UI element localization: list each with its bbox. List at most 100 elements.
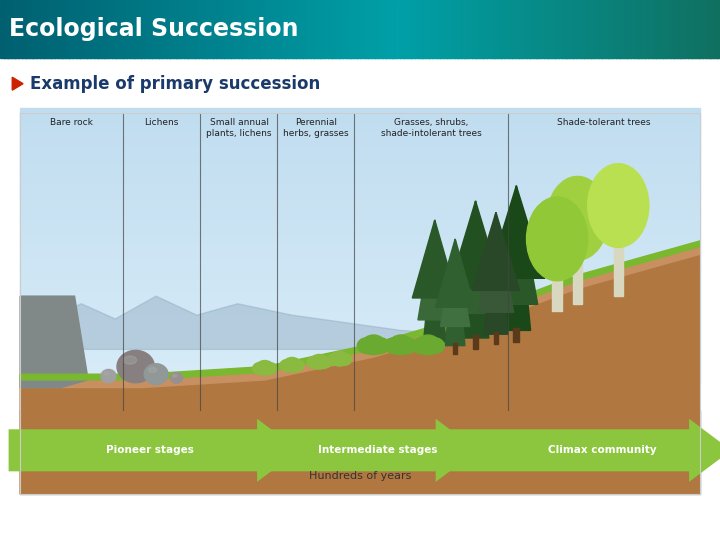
Bar <box>20 125 700 131</box>
Bar <box>20 235 700 240</box>
Bar <box>20 338 700 343</box>
Text: Bare rock: Bare rock <box>50 118 94 127</box>
Circle shape <box>384 338 406 354</box>
Bar <box>677 0 682 58</box>
Bar <box>20 331 700 336</box>
Bar <box>281 0 286 58</box>
Bar <box>425 0 430 58</box>
Text: Lichens: Lichens <box>144 118 179 127</box>
Bar <box>655 0 660 58</box>
Bar <box>572 235 582 303</box>
Bar <box>407 0 412 58</box>
Bar <box>20 136 700 141</box>
Bar <box>637 0 642 58</box>
Polygon shape <box>495 186 538 305</box>
Bar <box>112 0 117 58</box>
Bar <box>241 0 246 58</box>
Bar <box>180 0 185 58</box>
Bar <box>101 0 106 58</box>
Bar <box>20 180 700 185</box>
Text: Small annual
plants, lichens: Small annual plants, lichens <box>206 118 271 138</box>
Bar <box>605 0 610 58</box>
Bar <box>20 341 700 346</box>
Bar <box>20 221 700 226</box>
Bar <box>349 0 354 58</box>
Bar <box>20 352 700 356</box>
Bar <box>20 297 700 302</box>
Bar <box>194 0 199 58</box>
Bar <box>212 0 217 58</box>
Bar <box>20 177 700 182</box>
Bar <box>335 0 340 58</box>
Bar <box>508 0 513 58</box>
Text: Ecological Succession: Ecological Succession <box>9 17 298 41</box>
Bar <box>20 146 700 151</box>
Polygon shape <box>449 201 502 289</box>
Bar <box>526 0 531 58</box>
Bar <box>338 0 343 58</box>
Bar <box>418 0 423 58</box>
Bar <box>20 359 700 363</box>
Bar <box>292 0 297 58</box>
Ellipse shape <box>144 364 168 384</box>
Bar <box>155 0 160 58</box>
Bar <box>497 0 502 58</box>
Bar <box>716 0 720 58</box>
Ellipse shape <box>588 164 649 247</box>
Bar <box>20 290 700 295</box>
Ellipse shape <box>173 375 177 377</box>
Bar <box>473 335 478 349</box>
Bar <box>20 310 700 315</box>
Bar <box>353 0 358 58</box>
Bar <box>252 0 257 58</box>
Bar <box>20 122 700 127</box>
Circle shape <box>311 357 328 369</box>
Circle shape <box>357 338 379 354</box>
Bar <box>428 0 433 58</box>
Polygon shape <box>502 186 531 330</box>
Bar <box>61 0 66 58</box>
Bar <box>256 0 261 58</box>
Bar <box>619 0 624 58</box>
Bar <box>20 303 700 309</box>
Bar <box>248 0 253 58</box>
Bar <box>20 318 700 322</box>
Circle shape <box>280 359 296 372</box>
Ellipse shape <box>547 177 608 260</box>
Bar <box>20 328 700 333</box>
Circle shape <box>417 338 439 355</box>
FancyBboxPatch shape <box>446 418 720 482</box>
Bar <box>20 160 700 165</box>
Bar <box>86 0 91 58</box>
Bar <box>20 232 700 237</box>
Text: Example of primary succession: Example of primary succession <box>30 75 320 93</box>
FancyBboxPatch shape <box>9 418 300 482</box>
Bar <box>616 0 621 58</box>
Bar <box>374 0 379 58</box>
Bar <box>659 0 664 58</box>
Bar <box>634 0 639 58</box>
Bar <box>20 366 700 370</box>
Bar <box>590 0 595 58</box>
Bar <box>20 170 700 175</box>
Bar <box>562 0 567 58</box>
Bar <box>464 0 469 58</box>
Bar <box>475 0 480 58</box>
Bar <box>450 0 455 58</box>
Bar <box>513 327 519 342</box>
Bar <box>115 0 120 58</box>
Bar <box>79 0 84 58</box>
Bar <box>306 0 311 58</box>
Circle shape <box>417 335 439 352</box>
Bar <box>313 0 318 58</box>
Bar <box>670 0 675 58</box>
Bar <box>20 109 700 113</box>
Bar <box>644 0 649 58</box>
Bar <box>20 314 700 319</box>
Circle shape <box>390 335 412 352</box>
Bar <box>20 280 700 285</box>
Polygon shape <box>441 239 470 327</box>
Bar <box>97 0 102 58</box>
Bar <box>20 173 700 179</box>
Bar <box>20 245 700 251</box>
